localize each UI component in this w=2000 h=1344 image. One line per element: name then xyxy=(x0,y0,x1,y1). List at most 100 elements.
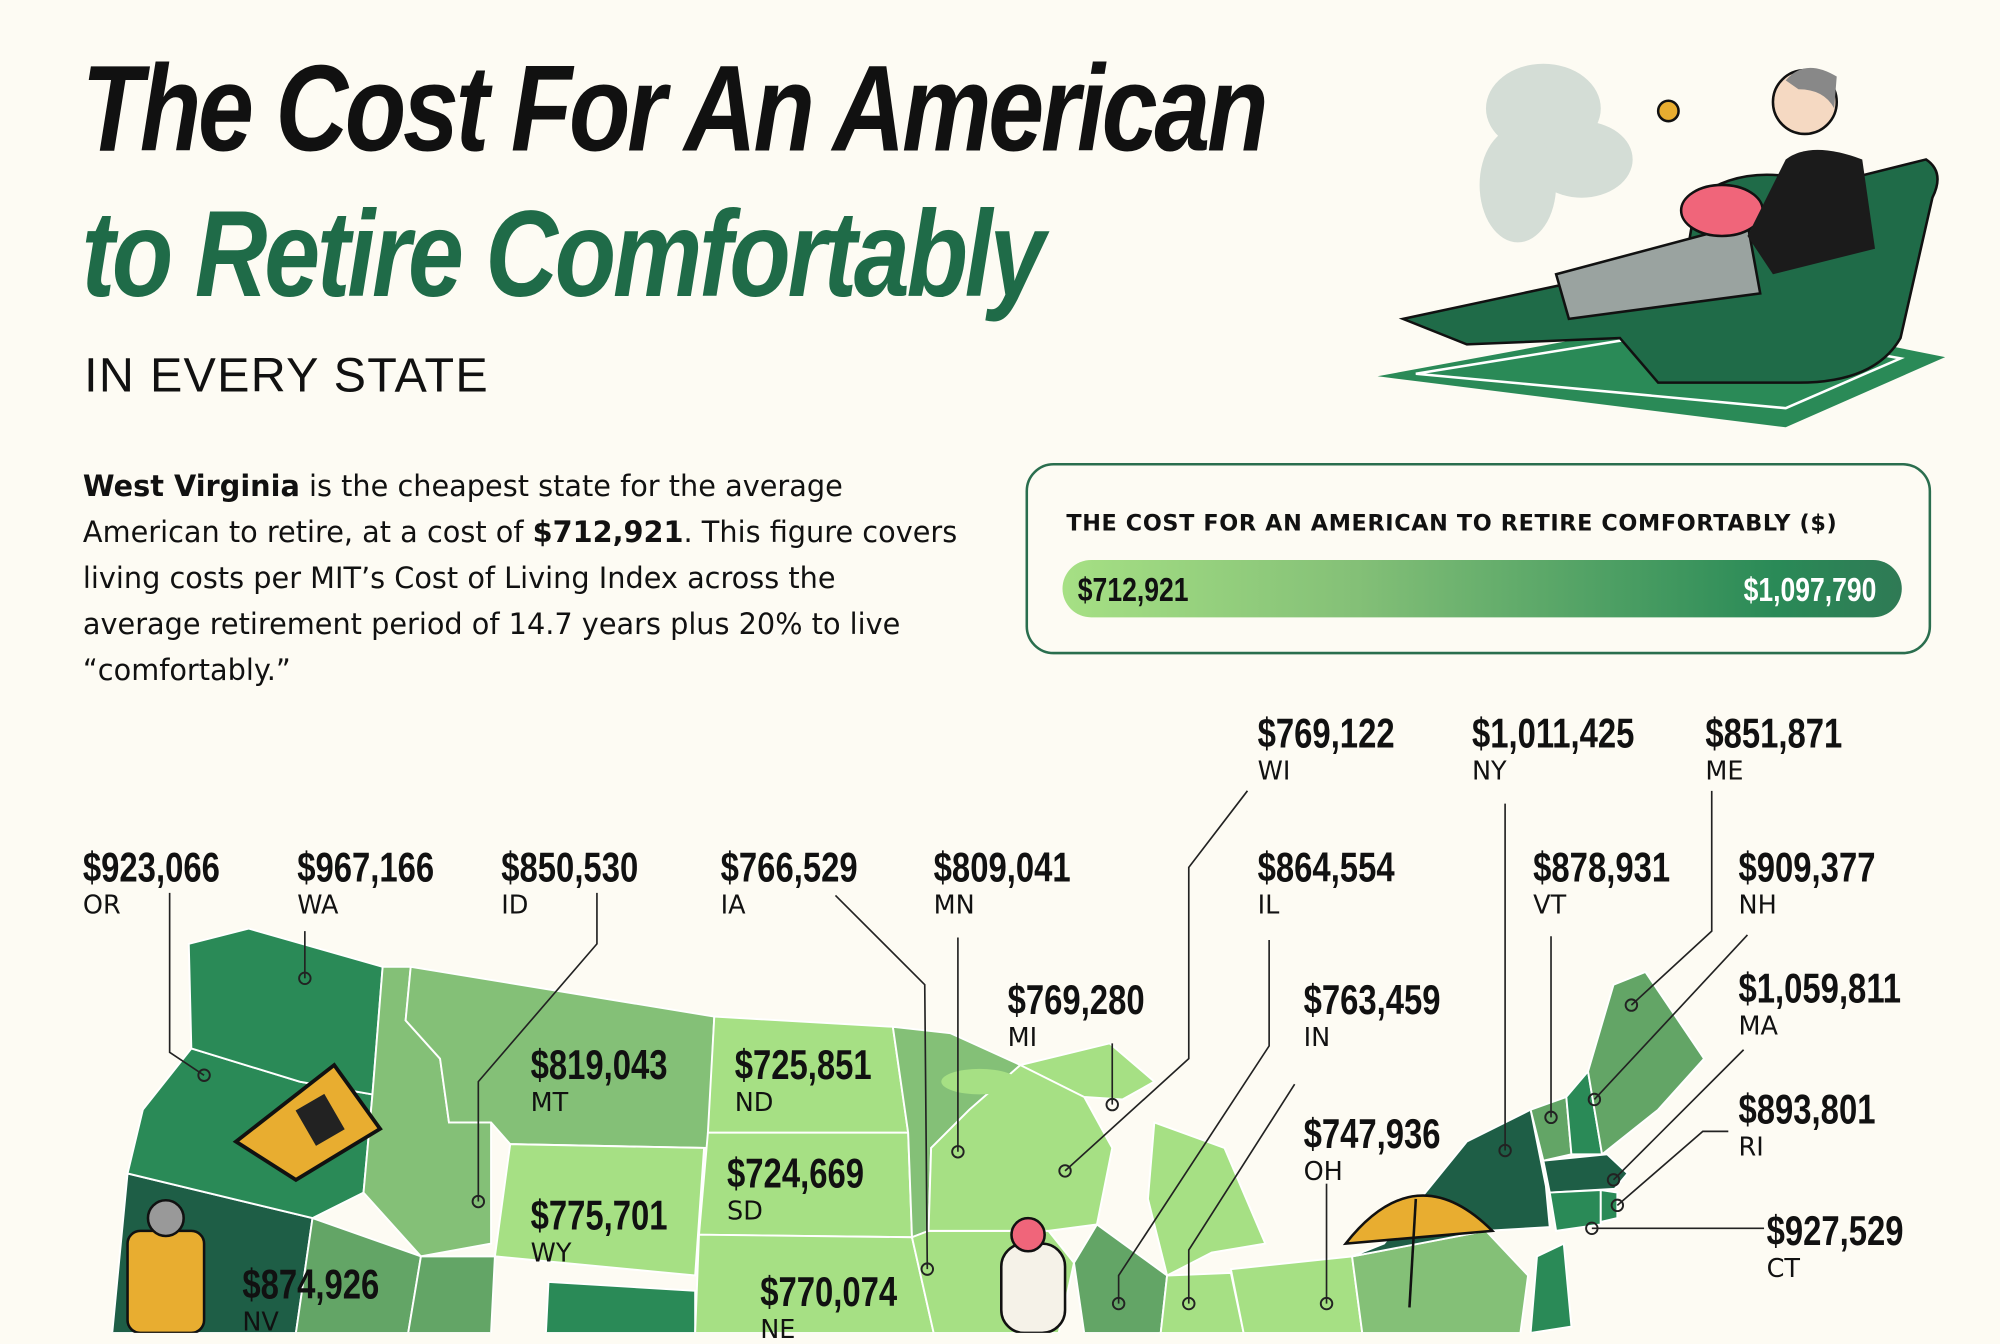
state-value: $763,459 xyxy=(1303,975,1441,1023)
state-value: $770,074 xyxy=(760,1267,898,1316)
state-label-id: $850,530 ID xyxy=(501,845,677,920)
state-mi xyxy=(1017,1042,1156,1101)
state-label-ri: $893,801 RI xyxy=(1738,1085,1915,1162)
leader-dot-id xyxy=(471,1194,486,1209)
legend-title: THE COST FOR AN AMERICAN TO RETIRE COMFO… xyxy=(1066,511,1838,537)
leader-line-in xyxy=(1187,1083,1296,1304)
state-ct xyxy=(1548,1189,1602,1232)
leader-line-id xyxy=(477,892,598,1202)
state-label-ia: $766,529 IA xyxy=(720,843,897,920)
state-code: NV xyxy=(242,1306,279,1337)
state-code: IL xyxy=(1257,889,1280,920)
leader-dot-il xyxy=(1111,1296,1126,1311)
leader-dot-me xyxy=(1624,998,1639,1012)
state-code: ID xyxy=(501,889,529,920)
umbrella-pole xyxy=(1408,1198,1418,1308)
state-label-ny: $1,011,425 NY xyxy=(1471,711,1680,786)
state-value: $724,669 xyxy=(727,1149,864,1197)
state-code: MN xyxy=(933,889,975,920)
state-value: $725,851 xyxy=(734,1040,872,1089)
state-value: $893,801 xyxy=(1738,1085,1876,1133)
state-code: VT xyxy=(1533,889,1567,920)
state-code: ND xyxy=(734,1086,774,1118)
birdwatcher-icon xyxy=(126,1229,206,1333)
state-code: MI xyxy=(1007,1021,1038,1053)
state-code: MT xyxy=(530,1086,569,1118)
state-value: $769,122 xyxy=(1257,709,1395,757)
intro-paragraph: West Virginia is the cheapest state for … xyxy=(83,464,958,694)
state-value: $864,554 xyxy=(1257,843,1395,891)
state-value: $878,931 xyxy=(1533,843,1671,891)
state-code: CT xyxy=(1766,1252,1800,1284)
legend-max: $1,097,790 xyxy=(1743,570,1877,609)
leader-line-ri xyxy=(1616,1130,1729,1206)
state-code: NY xyxy=(1471,755,1507,786)
coin-icon xyxy=(1656,99,1680,123)
state-code: OR xyxy=(82,889,121,920)
state-label-ma: $1,059,811 MA xyxy=(1738,964,1947,1041)
birdwatcher-head xyxy=(146,1198,185,1238)
state-code: WA xyxy=(297,889,339,920)
leader-line-il xyxy=(1117,940,1270,1304)
state-label-sd: $724,669 SD xyxy=(727,1149,903,1226)
state-code: MA xyxy=(1738,1010,1778,1041)
bush-icon xyxy=(941,1068,1018,1095)
state-code: IA xyxy=(720,889,746,920)
state-value: $1,059,811 xyxy=(1738,964,1902,1012)
state-value: $766,529 xyxy=(720,843,858,891)
leader-dot-wi xyxy=(1058,1164,1072,1178)
title-line-1: The Cost For An American xyxy=(81,40,1269,178)
state-label-ct: $927,529 CT xyxy=(1766,1206,1943,1284)
state-co xyxy=(544,1280,697,1333)
leader-dot-mn xyxy=(951,1145,965,1159)
state-value: $909,377 xyxy=(1738,843,1876,891)
state-label-mt: $819,043 MT xyxy=(530,1040,707,1118)
leader-dot-ny xyxy=(1498,1143,1512,1158)
state-wy xyxy=(493,1143,706,1277)
state-mi xyxy=(1146,1121,1267,1277)
leader-dot-nh xyxy=(1587,1092,1602,1107)
state-il xyxy=(1072,1223,1169,1333)
gardener-head xyxy=(1010,1216,1046,1253)
leader-dot-oh xyxy=(1319,1296,1334,1311)
leader-dot-ri xyxy=(1610,1198,1625,1213)
state-code: NH xyxy=(1738,889,1777,920)
state-code: NE xyxy=(760,1313,796,1344)
intro-text-2: . This figure covers living costs per MI… xyxy=(82,516,958,688)
state-label-vt: $878,931 VT xyxy=(1533,843,1709,920)
plant-leaves-icon xyxy=(1479,63,1633,243)
state-value: $927,529 xyxy=(1766,1206,1904,1254)
state-code: RI xyxy=(1738,1131,1764,1162)
state-value: $819,043 xyxy=(530,1040,668,1089)
leader-dot-ct xyxy=(1585,1221,1599,1236)
state-code: SD xyxy=(727,1195,763,1226)
state-value: $874,926 xyxy=(242,1260,380,1308)
state-label-il: $864,554 IL xyxy=(1257,843,1434,920)
state-label-or: $923,066 OR xyxy=(82,843,259,920)
leader-line-nh xyxy=(1593,934,1749,1101)
leader-line-ia xyxy=(834,894,929,1270)
leader-dot-ma xyxy=(1606,1173,1621,1187)
state-value: $775,701 xyxy=(530,1191,668,1239)
state-label-in: $763,459 IN xyxy=(1303,975,1480,1053)
state-code: ME xyxy=(1705,755,1744,786)
leader-dot-wa xyxy=(298,971,312,986)
state-value: $923,066 xyxy=(82,843,220,891)
leader-dot-vt xyxy=(1544,1110,1558,1125)
state-oh xyxy=(1229,1255,1364,1333)
leader-line-wi xyxy=(1064,790,1249,1172)
intro-text-1: is the cheapest state for the average Am… xyxy=(82,470,843,550)
leader-line-ma xyxy=(1612,1049,1745,1181)
state-nj xyxy=(1529,1242,1573,1333)
state-value: $851,871 xyxy=(1705,709,1843,757)
state-code: WY xyxy=(530,1237,572,1268)
state-ma xyxy=(1542,1153,1629,1194)
legend-gradient-bar: $712,921 $1,097,790 xyxy=(1062,559,1902,618)
leader-dot-in xyxy=(1182,1296,1196,1311)
subtitle: IN EVERY STATE xyxy=(84,349,490,404)
state-label-mi: $769,280 MI xyxy=(1007,978,1184,1053)
state-value: $747,936 xyxy=(1303,1109,1441,1157)
gardener-icon xyxy=(1000,1242,1067,1333)
